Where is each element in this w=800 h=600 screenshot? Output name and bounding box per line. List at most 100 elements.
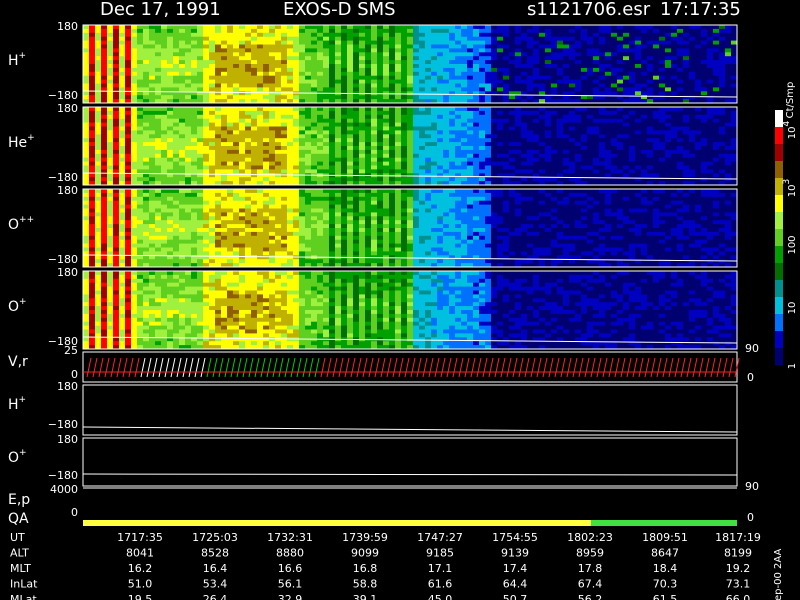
spectrogram-cell bbox=[89, 259, 96, 264]
spectrogram-cell bbox=[551, 149, 558, 155]
spectrogram-cell bbox=[401, 118, 408, 123]
spectrogram-cell bbox=[647, 87, 654, 92]
spectrogram-cell bbox=[581, 83, 588, 88]
spectrogram-cell bbox=[317, 153, 324, 159]
spectrogram-cell bbox=[179, 243, 186, 248]
spectrogram-cell bbox=[653, 165, 660, 170]
spectrogram-cell bbox=[629, 165, 636, 170]
spectrogram-cell bbox=[185, 146, 192, 151]
spectrogram-cell bbox=[347, 153, 354, 159]
spectrogram-cell bbox=[677, 157, 684, 162]
spectrogram-cell bbox=[725, 32, 732, 38]
spectrogram-cell bbox=[95, 192, 102, 198]
spectrogram-cell bbox=[233, 165, 240, 170]
spectrogram-cell bbox=[101, 118, 108, 123]
spectrogram-cell bbox=[131, 208, 138, 213]
spectrogram-cell bbox=[245, 95, 252, 100]
spectrogram-cell bbox=[149, 204, 156, 209]
spectrogram-cell bbox=[179, 95, 186, 100]
spectrogram-cell bbox=[521, 67, 528, 73]
spectrogram-cell bbox=[635, 64, 642, 69]
spectrogram-cell bbox=[515, 107, 522, 112]
spectrogram-cell bbox=[173, 192, 180, 198]
spectrogram-cell bbox=[593, 130, 600, 135]
spectrogram-cell bbox=[287, 99, 294, 104]
spectrogram-cell bbox=[221, 130, 228, 135]
spectrogram-cell bbox=[329, 146, 336, 151]
spectrogram-cell bbox=[677, 28, 684, 34]
spectrogram-cell bbox=[419, 48, 426, 53]
spectrogram-cell bbox=[131, 28, 138, 34]
spectrogram-cell bbox=[539, 114, 546, 120]
spectrogram-cell bbox=[659, 118, 666, 123]
spectrogram-cell bbox=[701, 60, 708, 65]
spectrogram-cell bbox=[311, 44, 318, 49]
spectrogram-cell bbox=[299, 75, 306, 80]
spectrogram-cell bbox=[257, 204, 264, 209]
spectrogram-cell bbox=[539, 79, 546, 84]
spectrogram-cell bbox=[149, 44, 156, 49]
spectrogram-cell bbox=[689, 181, 696, 186]
spectrogram-cell bbox=[701, 181, 708, 186]
spectrogram-cell bbox=[419, 52, 426, 57]
spectrogram-cell bbox=[317, 107, 324, 112]
spectrogram-cell bbox=[167, 79, 174, 84]
spectrogram-cell bbox=[173, 181, 180, 186]
spectrogram-cell bbox=[671, 138, 678, 143]
spectrogram-cell bbox=[575, 153, 582, 159]
spectrogram-cell bbox=[155, 231, 162, 237]
spectrogram-cell bbox=[461, 91, 468, 96]
spectrogram-cell bbox=[209, 153, 216, 159]
spectrogram-cell bbox=[539, 134, 546, 139]
spectrogram-cell bbox=[197, 212, 204, 217]
spectrogram-cell bbox=[497, 25, 504, 30]
spectrogram-cell bbox=[263, 165, 270, 170]
spectrogram-cell bbox=[683, 87, 690, 92]
spectrogram-cell bbox=[335, 157, 342, 162]
spectrogram-cell bbox=[671, 157, 678, 162]
spectrogram-cell bbox=[449, 56, 456, 61]
spectrogram-cell bbox=[713, 75, 720, 80]
spectrogram-cell bbox=[449, 177, 456, 182]
spectrogram-cell bbox=[239, 126, 246, 131]
spectrogram-cell bbox=[425, 110, 432, 116]
spectrogram-cell bbox=[533, 134, 540, 139]
spectrogram-cell bbox=[677, 118, 684, 123]
spectrogram-cell bbox=[323, 157, 330, 162]
spectrogram-cell bbox=[215, 114, 222, 120]
spectrogram-cell bbox=[509, 138, 516, 143]
spectrogram-cell bbox=[215, 251, 222, 256]
spectrogram-cell bbox=[617, 169, 624, 174]
spectrogram-cell bbox=[335, 83, 342, 88]
spectrogram-cell bbox=[707, 64, 714, 69]
spectrogram-cell bbox=[143, 87, 150, 92]
spectrogram-cell bbox=[419, 177, 426, 182]
spectrogram-cell bbox=[239, 32, 246, 38]
spectrogram-cell bbox=[545, 142, 552, 147]
spectrogram-cell bbox=[281, 122, 288, 127]
spectrogram-cell bbox=[707, 44, 714, 49]
spectrogram-cell bbox=[467, 60, 474, 65]
spectrogram-cell bbox=[275, 165, 282, 170]
spectrogram-cell bbox=[185, 149, 192, 155]
spectrogram-cell bbox=[425, 40, 432, 45]
spectrogram-cell bbox=[233, 122, 240, 127]
spectrogram-cell bbox=[665, 87, 672, 92]
spectrogram-cell bbox=[203, 220, 210, 225]
spectrogram-cell bbox=[455, 79, 462, 84]
spectrogram-cell bbox=[269, 91, 276, 96]
spectrogram-cell bbox=[377, 181, 384, 186]
spectrogram-cell bbox=[377, 130, 384, 135]
spectrogram-cell bbox=[245, 64, 252, 69]
spectrogram-cell bbox=[683, 153, 690, 159]
spectrogram-cell bbox=[329, 134, 336, 139]
spectrogram-cell bbox=[215, 153, 222, 159]
spectrogram-cell bbox=[257, 114, 264, 120]
spectrogram-cell bbox=[725, 91, 732, 96]
spectrogram-cell bbox=[407, 149, 414, 155]
spectrogram-cell bbox=[617, 71, 624, 77]
spectrogram-cell bbox=[119, 99, 126, 104]
spectrogram-cell bbox=[83, 52, 90, 57]
spectrogram-cell bbox=[395, 40, 402, 45]
spectrogram-cell bbox=[353, 52, 360, 57]
